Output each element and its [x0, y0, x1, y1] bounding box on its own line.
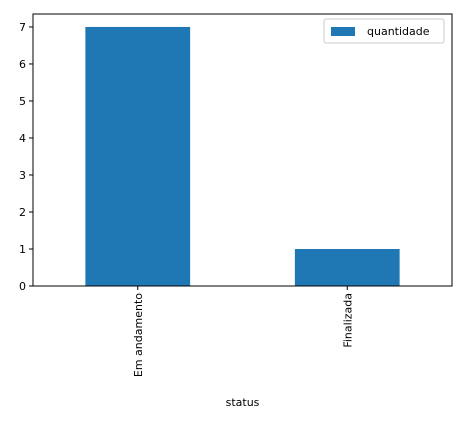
plot-frame	[32, 13, 453, 287]
y-tick-label: 5	[19, 95, 26, 108]
bar	[85, 26, 191, 286]
x-tick-label: Finalizada	[341, 293, 354, 348]
y-tick-label: 3	[19, 169, 26, 182]
legend-box	[323, 18, 445, 44]
bar	[294, 248, 400, 286]
legend-swatch	[331, 27, 355, 36]
legend: quantidade	[323, 18, 445, 44]
y-tick-label: 6	[19, 58, 26, 71]
x-tick-label: Em andamento	[132, 293, 145, 377]
x-axis: Em andamento Finalizada	[132, 286, 354, 377]
y-axis: 0 1 2 3 4 5 6 7	[19, 21, 33, 293]
y-tick-label: 0	[19, 280, 26, 293]
x-axis-title: status	[226, 396, 260, 409]
y-tick-label: 2	[19, 206, 26, 219]
bars	[85, 26, 400, 286]
y-tick-label: 4	[19, 132, 26, 145]
legend-label: quantidade	[367, 25, 430, 38]
y-tick-label: 1	[19, 243, 26, 256]
y-tick-label: 7	[19, 21, 26, 34]
